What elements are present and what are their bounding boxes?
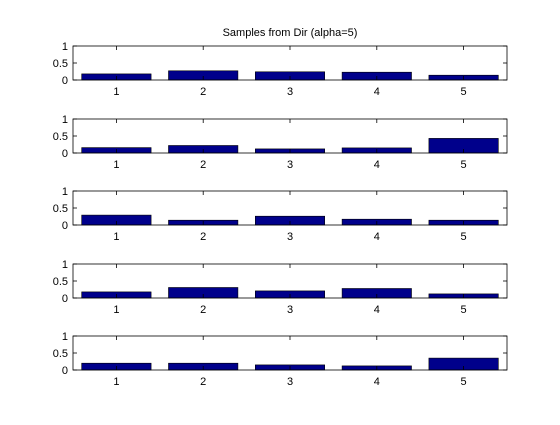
xtick-label: 5 — [461, 231, 467, 243]
xtick-label: 5 — [461, 304, 467, 316]
ytick-label: 1 — [62, 41, 68, 53]
xtick-label: 4 — [374, 231, 380, 243]
ytick-label: 0.5 — [53, 348, 68, 360]
xtick-label: 1 — [113, 231, 119, 243]
xtick-label: 3 — [287, 159, 293, 171]
xtick-label: 3 — [287, 86, 293, 98]
xtick-label: 4 — [374, 159, 380, 171]
xtick-label: 1 — [113, 376, 119, 388]
ytick-label: 0.5 — [53, 131, 68, 143]
xtick-label: 5 — [461, 376, 467, 388]
xtick-label: 3 — [287, 376, 293, 388]
ytick-label: 0.5 — [53, 203, 68, 215]
xtick-label: 1 — [113, 159, 119, 171]
ytick-label: 0 — [62, 293, 68, 305]
ytick-label: 1 — [62, 186, 68, 198]
ytick-label: 1 — [62, 331, 68, 343]
xtick-label: 4 — [374, 376, 380, 388]
xtick-label: 1 — [113, 304, 119, 316]
xtick-label: 2 — [200, 86, 206, 98]
xtick-label: 2 — [200, 159, 206, 171]
ytick-label: 0 — [62, 148, 68, 160]
xtick-label: 2 — [200, 231, 206, 243]
ytick-label: 0 — [62, 75, 68, 87]
xtick-label: 4 — [374, 86, 380, 98]
ytick-label: 1 — [62, 114, 68, 126]
xtick-label: 5 — [461, 159, 467, 171]
ytick-label: 1 — [62, 259, 68, 271]
xtick-label: 4 — [374, 304, 380, 316]
xtick-label: 2 — [200, 376, 206, 388]
xtick-label: 3 — [287, 304, 293, 316]
xtick-label: 5 — [461, 86, 467, 98]
ytick-label: 0.5 — [53, 276, 68, 288]
chart-title: Samples from Dir (alpha=5) — [223, 27, 358, 39]
xtick-label: 2 — [200, 304, 206, 316]
xtick-label: 3 — [287, 231, 293, 243]
ytick-label: 0.5 — [53, 58, 68, 70]
ytick-label: 0 — [62, 220, 68, 232]
xtick-label: 1 — [113, 86, 119, 98]
ytick-label: 0 — [62, 365, 68, 377]
